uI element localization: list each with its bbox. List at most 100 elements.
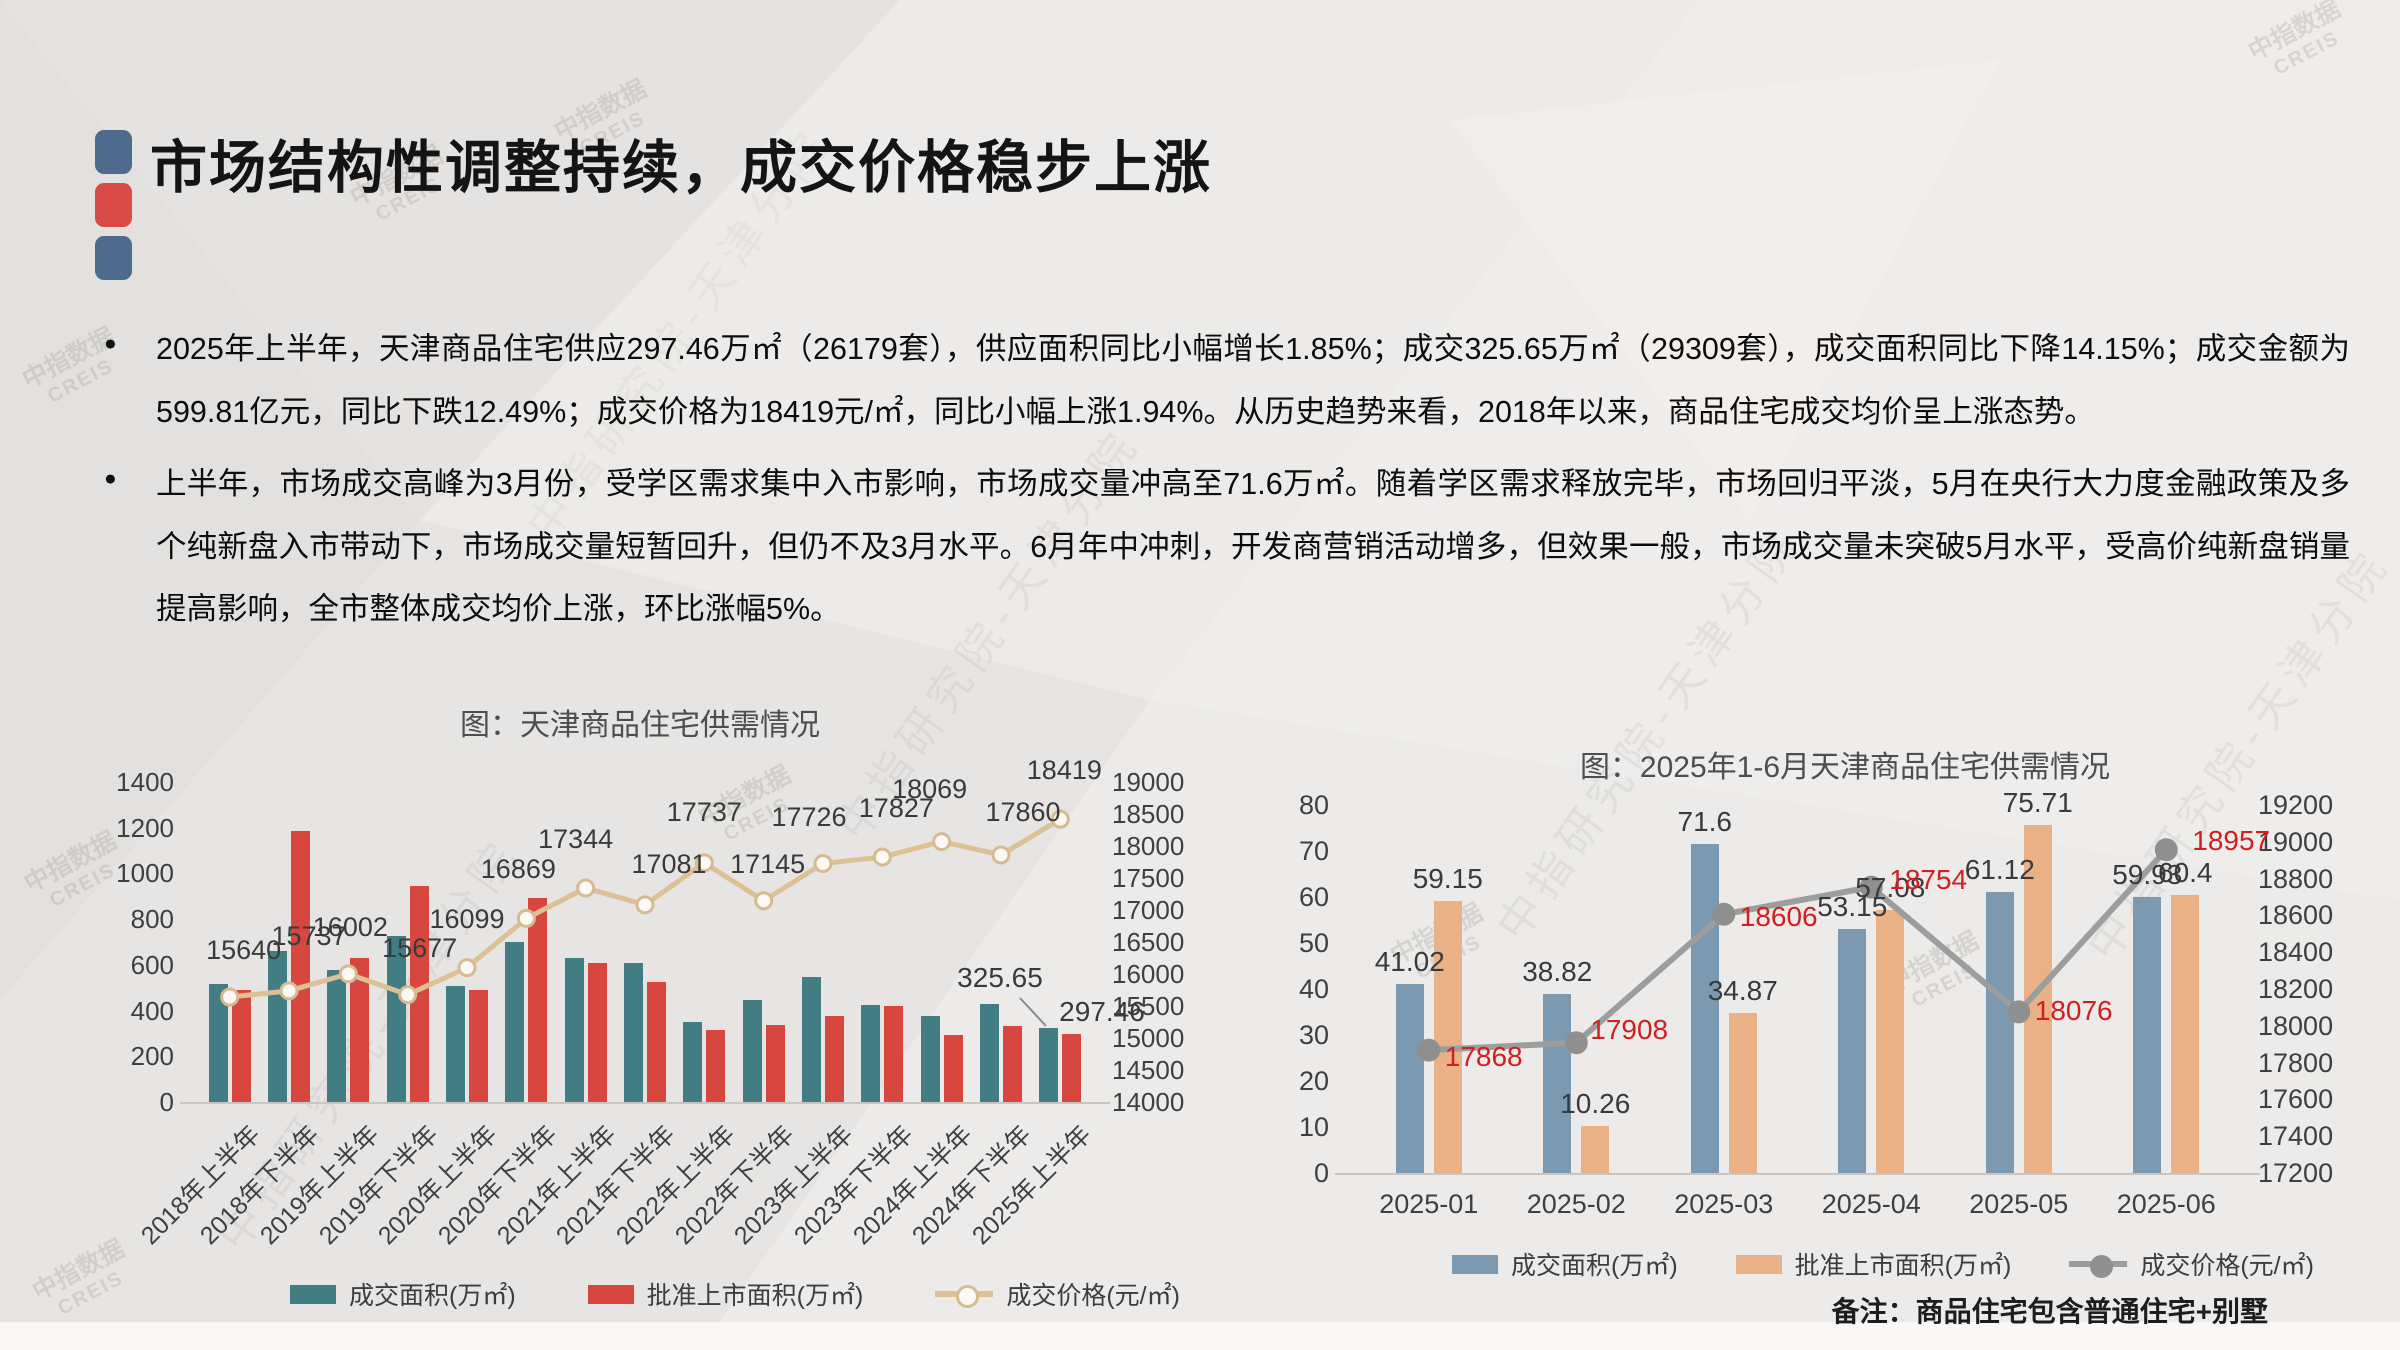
y2-axis-tick: 18200	[2258, 974, 2334, 1004]
price-point	[754, 891, 774, 911]
blue-swatch-icon	[1452, 1254, 1498, 1274]
bullet-list: 2025年上半年，天津商品住宅供应297.46万㎡（26179套），供应面积同比…	[102, 318, 2350, 651]
price-point	[635, 895, 655, 915]
y2-axis-tick: 18500	[1112, 799, 1185, 829]
right-chart-legend: 成交面积(万㎡) 批准上市面积(万㎡) 成交价格(元/㎡)	[1452, 1246, 2314, 1282]
price-point	[576, 878, 596, 898]
price-label: 18606	[1739, 901, 1818, 933]
price-point	[516, 908, 536, 928]
legend-item-approved-area: 批准上市面积(万㎡)	[1735, 1246, 2011, 1282]
y-axis-tick: 400	[130, 995, 174, 1026]
bar-value-label: 59.15	[1412, 862, 1483, 894]
y-axis-tick: 30	[1298, 1020, 1329, 1050]
footnote: 备注：商品住宅包含普通住宅+别墅	[1831, 1296, 2268, 1327]
y-axis-tick: 80	[1298, 790, 1329, 820]
price-label: 18957	[2192, 824, 2271, 856]
bar-value-label: 71.6	[1677, 805, 1733, 837]
bar-value-label: 61.12	[1964, 853, 2035, 885]
y-axis-tick: 800	[130, 904, 174, 935]
legend-item-transaction-area: 成交面积(万㎡)	[290, 1276, 516, 1312]
line-swatch-icon	[935, 1285, 994, 1308]
right-chart-title: 图：2025年1-6月天津商品住宅供需情况	[1579, 751, 2111, 784]
price-label: 18076	[2034, 994, 2113, 1026]
annotation-approved-area: 297.46	[1059, 996, 1145, 1027]
y2-axis-tick: 14500	[1112, 1055, 1185, 1085]
price-label: 15640	[206, 935, 282, 966]
price-label: 17737	[666, 796, 742, 827]
watermark-creis-text: 中指数据	[27, 1234, 130, 1307]
y-axis-tick: 40	[1298, 974, 1329, 1004]
legend-item-price: 成交价格(元/㎡)	[2069, 1246, 2314, 1282]
price-label: 18419	[1026, 755, 1102, 786]
price-point	[457, 958, 477, 978]
bar-value-label: 75.71	[2002, 786, 2073, 818]
price-point	[220, 987, 240, 1007]
bar-value-label: 34.87	[1707, 974, 1778, 1006]
y2-axis-tick: 18000	[1112, 831, 1185, 861]
price-label: 16099	[429, 903, 505, 934]
watermark-creis-sub: CREIS	[2269, 26, 2344, 80]
y-axis-tick: 60	[1298, 882, 1329, 912]
legend-label: 成交价格(元/㎡)	[1006, 1282, 1180, 1310]
title-decoration-square-blue2	[95, 236, 132, 280]
y-axis-tick: 1400	[116, 767, 174, 797]
legend-label: 成交面积(万㎡)	[1511, 1252, 1678, 1280]
annotation-leader-line	[1019, 997, 1047, 1027]
legend-item-transaction-area: 成交面积(万㎡)	[1452, 1246, 1678, 1282]
y2-axis-tick: 19000	[1112, 767, 1185, 797]
y2-axis-tick: 16000	[1112, 959, 1185, 989]
price-label: 17145	[730, 848, 806, 879]
bar-value-label: 38.82	[1522, 956, 1593, 988]
y2-axis-tick: 17000	[1112, 895, 1185, 925]
price-label: 18754	[1889, 864, 1968, 896]
price-point	[813, 854, 833, 874]
y-axis-tick: 1200	[116, 812, 174, 843]
y-axis-tick: 50	[1298, 928, 1329, 958]
bullet-item: 2025年上半年，天津商品住宅供应297.46万㎡（26179套），供应面积同比…	[102, 318, 2350, 443]
price-label: 17081	[631, 848, 707, 879]
price-label: 16002	[312, 911, 388, 942]
y2-axis-tick: 18000	[2258, 1010, 2334, 1041]
price-point	[872, 847, 892, 867]
y-axis-tick: 70	[1298, 836, 1329, 866]
title-decoration-square-blue	[95, 130, 132, 174]
price-label: 17344	[538, 823, 614, 854]
legend-label: 成交价格(元/㎡)	[2140, 1252, 2314, 1280]
price-label: 17860	[985, 796, 1061, 827]
price-label: 18069	[892, 773, 968, 804]
red-swatch-icon	[587, 1284, 634, 1304]
price-point	[1712, 902, 1736, 926]
y2-axis-tick: 19200	[2258, 790, 2334, 820]
left-chart-legend: 成交面积(万㎡) 批准上市面积(万㎡) 成交价格(元/㎡)	[290, 1276, 1180, 1312]
legend-item-price: 成交价格(元/㎡)	[935, 1276, 1180, 1312]
y2-axis-tick: 17200	[2258, 1158, 2334, 1188]
y2-axis-tick: 17500	[1112, 863, 1185, 893]
teal-swatch-icon	[290, 1284, 336, 1304]
y-axis-tick: 200	[130, 1041, 174, 1072]
y-axis-tick: 20	[1298, 1066, 1329, 1096]
price-point	[991, 845, 1011, 865]
price-point	[2007, 1000, 2031, 1024]
page-title: 市场结构性调整持续，成交价格稳步上涨	[150, 136, 1212, 200]
price-label: 15677	[382, 932, 458, 963]
price-label: 17908	[1590, 1013, 1669, 1045]
watermark-creis-sub: CREIS	[53, 1266, 128, 1320]
bar-value-label: 60.4	[2158, 857, 2213, 889]
price-label: 17726	[771, 801, 847, 832]
watermark-creis-text: 中指数据	[2243, 0, 2346, 67]
left-chart-title: 图：天津商品住宅供需情况	[460, 709, 820, 742]
y2-axis-tick: 14000	[1112, 1087, 1185, 1117]
price-label: 16869	[480, 854, 556, 885]
y2-axis-tick: 17600	[2258, 1084, 2334, 1115]
orange-swatch-icon	[1735, 1254, 1782, 1274]
title-decoration-square-red	[95, 183, 132, 227]
bullet-item: 上半年，市场成交高峰为3月份，受学区需求集中入市影响，市场成交量冲高至71.6万…	[102, 453, 2350, 641]
y-axis-tick: 600	[130, 949, 174, 980]
price-point	[279, 981, 299, 1001]
y2-axis-tick: 18800	[2258, 863, 2334, 894]
y2-axis-tick: 17400	[2258, 1121, 2334, 1152]
y-axis-tick: 1000	[116, 858, 174, 889]
bar-value-label: 41.02	[1374, 946, 1445, 978]
